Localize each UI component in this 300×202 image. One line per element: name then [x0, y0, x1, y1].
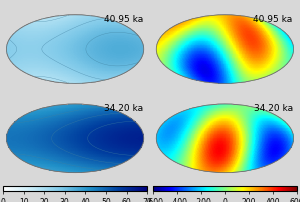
Text: 40.95 ka: 40.95 ka	[254, 15, 293, 24]
Ellipse shape	[6, 15, 144, 83]
Ellipse shape	[156, 104, 294, 173]
Ellipse shape	[156, 15, 294, 83]
Text: 40.95 ka: 40.95 ka	[103, 15, 143, 24]
Text: 34.20 ka: 34.20 ka	[254, 104, 293, 113]
Text: 34.20 ka: 34.20 ka	[104, 104, 143, 113]
Ellipse shape	[6, 104, 144, 173]
